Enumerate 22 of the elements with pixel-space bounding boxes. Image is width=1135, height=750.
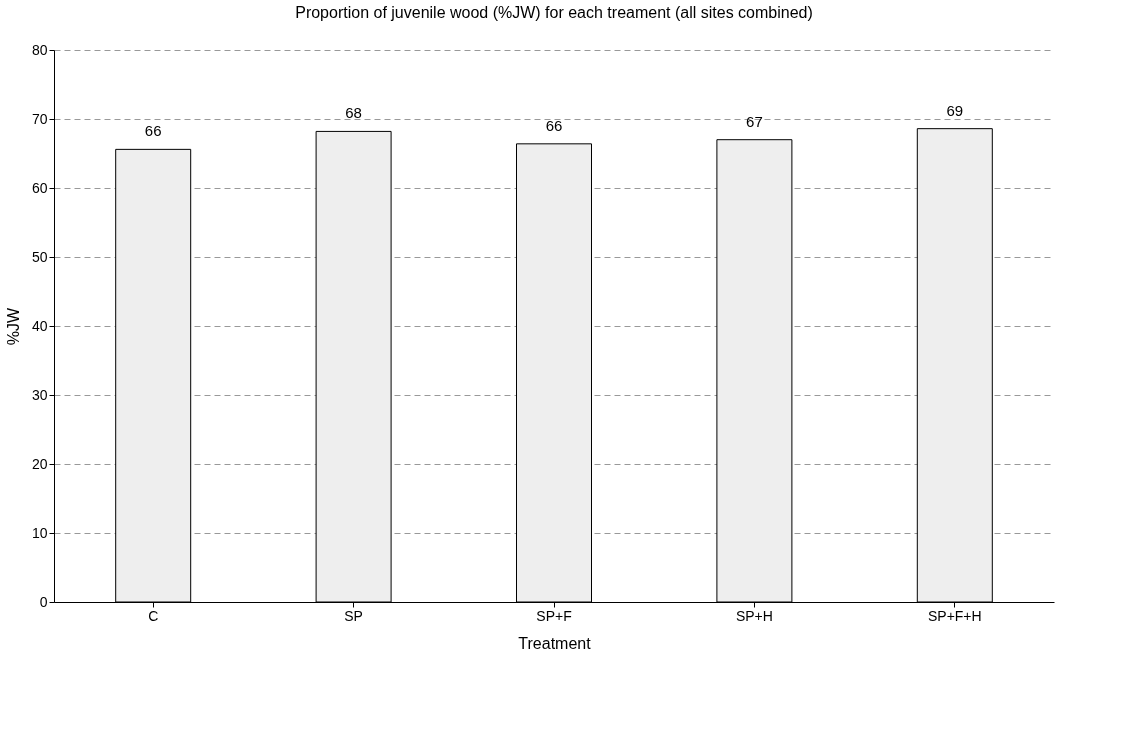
- y-tick-label: 70: [31, 110, 48, 127]
- y-tick-label: 60: [31, 179, 48, 196]
- y-tick-label: 10: [31, 524, 48, 541]
- data-label: 66: [144, 122, 162, 140]
- x-tick-label: SP+H: [735, 607, 773, 624]
- y-tick-label: 30: [31, 386, 48, 403]
- y-tick-label: 80: [31, 41, 48, 58]
- x-tick-label: SP+F: [536, 607, 572, 624]
- y-axis-title: %JW: [4, 306, 22, 346]
- y-tick-label: 40: [31, 317, 48, 334]
- data-label: 67: [746, 112, 763, 130]
- y-tick-label: 0: [39, 593, 48, 610]
- data-label: 68: [345, 104, 362, 122]
- y-tick-label: 50: [31, 248, 48, 265]
- x-tick-label: SP: [344, 607, 363, 624]
- y-tick-label: 20: [31, 455, 48, 472]
- data-label: 69: [946, 101, 964, 119]
- x-tick-label: C: [148, 607, 159, 624]
- x-tick-label: SP+F+H: [927, 607, 982, 624]
- x-axis-title: Treatment: [518, 634, 592, 652]
- data-label: 66: [545, 116, 563, 134]
- chart-title: Proportion of juvenile wood (%JW) for each treament (all sites combined): [295, 4, 813, 21]
